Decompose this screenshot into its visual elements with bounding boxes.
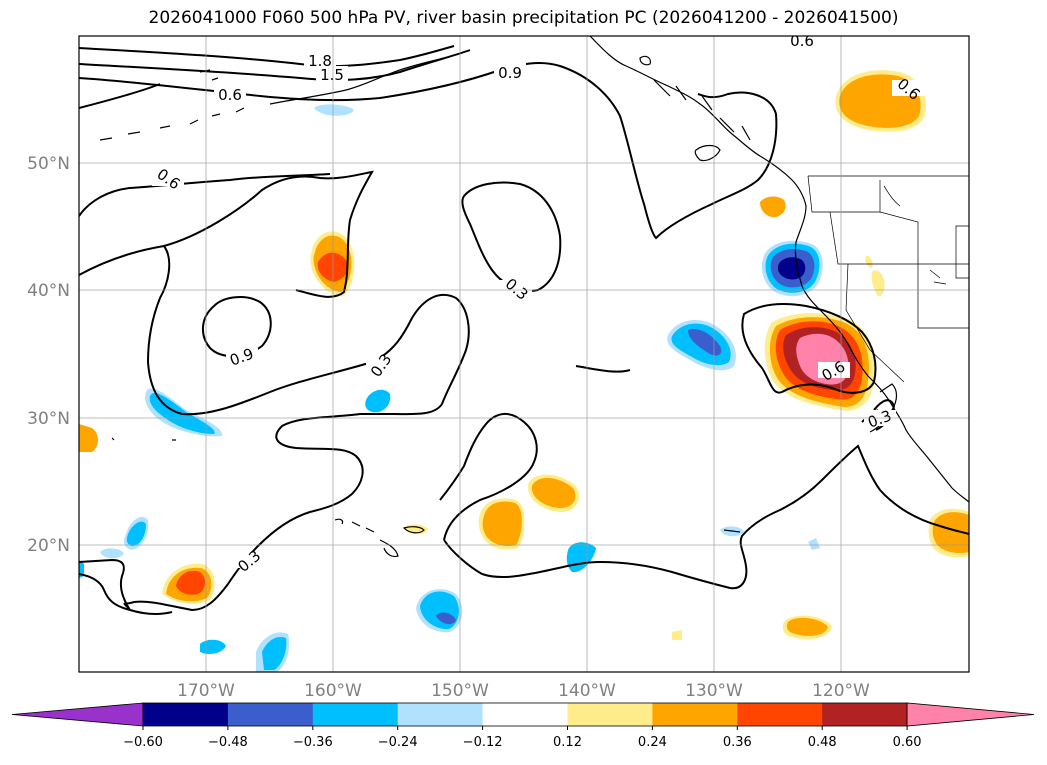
colorbar-bin xyxy=(737,703,823,726)
lon-label-150w: 150°W xyxy=(431,681,489,701)
colorbar-bin xyxy=(312,703,399,726)
colorbar-tick-label: 0.12 xyxy=(553,735,582,750)
colorbar-bin xyxy=(567,703,653,726)
lon-label-140w: 140°W xyxy=(558,681,616,701)
lat-label-30n: 30°N xyxy=(27,409,70,429)
latitude-labels: 50°N 40°N 30°N 20°N xyxy=(27,154,70,556)
contour-label: 0.9 xyxy=(498,64,522,82)
plot-frame xyxy=(78,35,970,673)
colorbar-tick-label: −0.48 xyxy=(208,735,248,750)
longitude-labels: 170°W 160°W 150°W 140°W 130°W 120°W xyxy=(177,681,870,701)
colorbar-bin xyxy=(143,703,229,726)
contour-label: 0.6 xyxy=(218,86,242,104)
colorbar-frame xyxy=(142,702,908,727)
contour-label: 1.8 xyxy=(308,52,332,70)
coastlines xyxy=(99,36,969,558)
gridlines xyxy=(79,36,969,672)
colorbar-tick-label: 0.48 xyxy=(808,735,837,750)
lat-label-50n: 50°N xyxy=(27,154,70,174)
colorbar-bin xyxy=(652,703,738,726)
colorbar-bin xyxy=(227,703,314,726)
lon-label-160w: 160°W xyxy=(304,681,362,701)
colorbar-tick-label: −0.12 xyxy=(463,735,503,750)
colorbar-tick-label: −0.60 xyxy=(123,735,163,750)
lon-label-120w: 120°W xyxy=(812,681,870,701)
lon-label-130w: 130°W xyxy=(685,681,743,701)
colorbar: −0.60 −0.48 −0.36 −0.24 −0.12 0.12 0.24 0.36 0.4… xyxy=(11,702,1035,750)
colorbar-tick-label: 0.60 xyxy=(893,735,922,750)
colorbar-tick-label: 0.36 xyxy=(723,735,752,750)
colorbar-tick-label: 0.24 xyxy=(638,735,667,750)
colorbar-bin xyxy=(397,703,484,726)
lat-label-20n: 20°N xyxy=(27,536,70,556)
lon-label-170w: 170°W xyxy=(177,681,235,701)
colorbar-bin xyxy=(482,703,568,726)
colorbar-tick-label: −0.36 xyxy=(293,735,333,750)
contour-label: 1.5 xyxy=(320,66,344,84)
political-borders xyxy=(807,175,969,383)
map-title: 2026041000 F060 500 hPa PV, river basin … xyxy=(148,8,899,28)
lat-label-40n: 40°N xyxy=(27,281,70,301)
colorbar-tick-label: −0.24 xyxy=(378,735,418,750)
colorbar-extend-max xyxy=(906,702,1035,727)
colorbar-bin xyxy=(822,703,908,726)
contour-label: 0.6 xyxy=(790,32,814,50)
colorbar-extend-min xyxy=(11,702,144,727)
